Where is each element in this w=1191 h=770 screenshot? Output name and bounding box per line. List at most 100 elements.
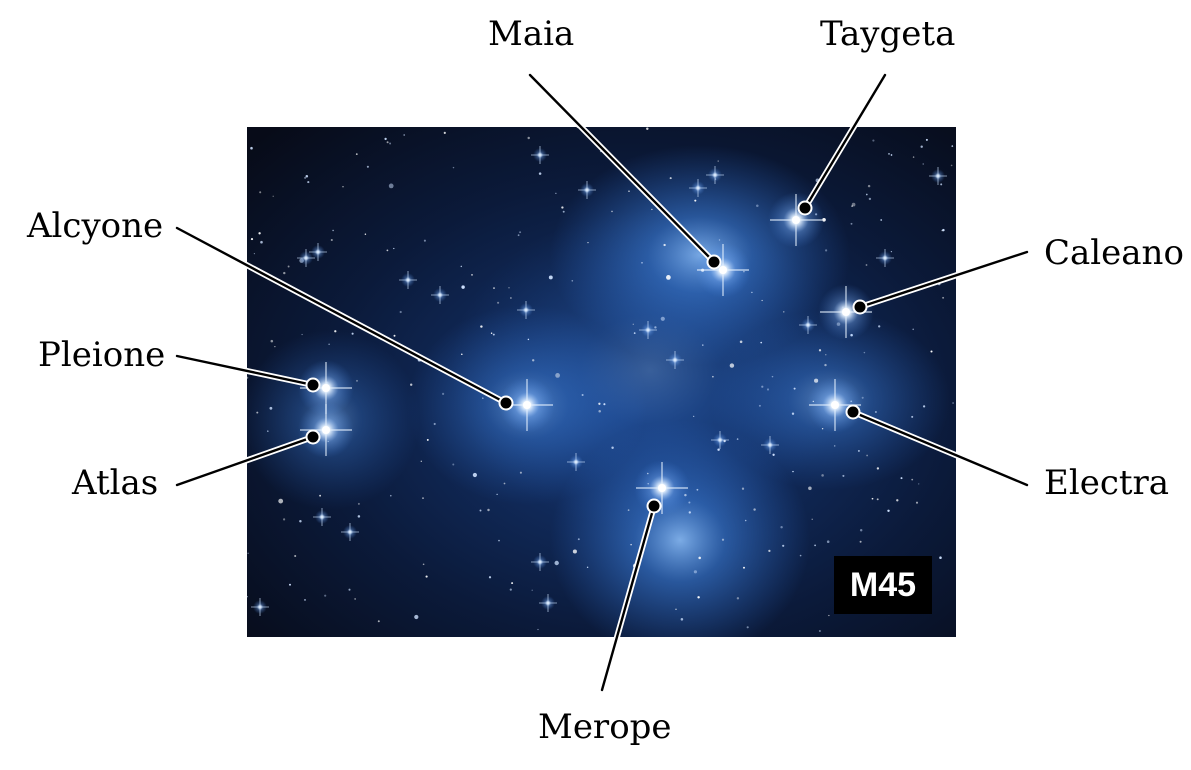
background-star [663, 243, 666, 247]
background-star [399, 310, 402, 314]
background-star [693, 570, 698, 574]
background-star [269, 406, 273, 410]
background-star [766, 388, 770, 391]
background-star [571, 279, 574, 282]
background-star [422, 497, 424, 499]
label-taygeta: Taygeta [820, 14, 956, 54]
background-star [818, 349, 822, 352]
background-star [334, 330, 337, 333]
label-caleano: Caleano [1044, 233, 1184, 273]
leader-caleano [858, 250, 1029, 309]
leader-caleano-dot [854, 301, 866, 313]
background-star [859, 528, 863, 532]
background-star [598, 410, 601, 413]
leader-maia [528, 73, 716, 264]
background-star [950, 164, 953, 167]
background-star [384, 137, 387, 141]
background-star [876, 498, 879, 501]
background-star [939, 556, 942, 559]
background-star [811, 518, 813, 520]
background-star [386, 141, 389, 144]
background-star [319, 494, 321, 497]
background-star [792, 470, 794, 473]
background-star [493, 287, 495, 290]
background-star [479, 509, 482, 512]
background-star [814, 378, 819, 383]
background-star [433, 422, 436, 426]
background-star [861, 396, 864, 399]
background-star [702, 344, 704, 346]
background-star [348, 588, 351, 591]
leader-pleione [175, 354, 315, 387]
background-star [366, 165, 369, 168]
background-star [587, 241, 589, 244]
background-star [872, 139, 875, 142]
background-star [538, 172, 542, 175]
background-star [824, 363, 827, 367]
background-star [611, 446, 614, 450]
background-star [680, 618, 684, 621]
background-star [247, 595, 248, 598]
background-star [496, 493, 498, 496]
background-star [756, 204, 759, 208]
background-star [422, 563, 425, 566]
background-star [527, 338, 530, 341]
background-star [555, 192, 557, 194]
background-star [746, 626, 749, 629]
background-star [942, 296, 945, 299]
background-star [888, 153, 890, 155]
background-star [283, 518, 286, 521]
background-star [355, 153, 358, 155]
background-star [911, 415, 914, 418]
background-star [646, 127, 649, 130]
background-star [761, 299, 763, 302]
background-star [825, 354, 827, 356]
background-star [511, 582, 514, 585]
background-star [772, 453, 775, 456]
background-star [519, 471, 522, 474]
background-star [758, 404, 761, 407]
background-star [736, 438, 739, 440]
background-star [461, 285, 465, 289]
leader-atlas-dot [307, 431, 319, 443]
label-merope: Merope [538, 707, 672, 747]
background-star [519, 231, 522, 234]
background-star [531, 589, 533, 591]
background-star [863, 351, 866, 354]
background-star [256, 411, 259, 414]
background-star [532, 359, 535, 362]
background-star [267, 430, 269, 432]
star-merope-core [658, 484, 666, 492]
background-star [751, 291, 753, 294]
background-star [651, 208, 653, 211]
background-star [330, 238, 333, 242]
background-star [753, 508, 756, 511]
background-star [452, 166, 455, 169]
background-star [480, 325, 483, 328]
background-star [842, 474, 845, 477]
background-star [490, 332, 493, 335]
background-star [717, 448, 720, 451]
background-star [357, 515, 361, 518]
background-star [304, 176, 307, 179]
background-star [283, 271, 286, 275]
star-atlas-core [322, 426, 330, 434]
background-star [403, 134, 406, 136]
background-star [554, 560, 559, 566]
background-star [930, 350, 933, 353]
background-star [693, 415, 695, 418]
background-star [880, 219, 883, 221]
background-star [328, 343, 330, 345]
leader-maia-dot [708, 256, 720, 268]
background-star [260, 240, 263, 244]
background-star [627, 509, 630, 511]
background-star [900, 477, 903, 480]
background-star [851, 202, 856, 207]
background-star [460, 265, 463, 268]
background-star [452, 463, 455, 466]
background-star [688, 511, 691, 514]
background-star [410, 383, 413, 386]
background-star [497, 301, 500, 304]
background-star [364, 233, 367, 235]
background-star [696, 488, 699, 491]
